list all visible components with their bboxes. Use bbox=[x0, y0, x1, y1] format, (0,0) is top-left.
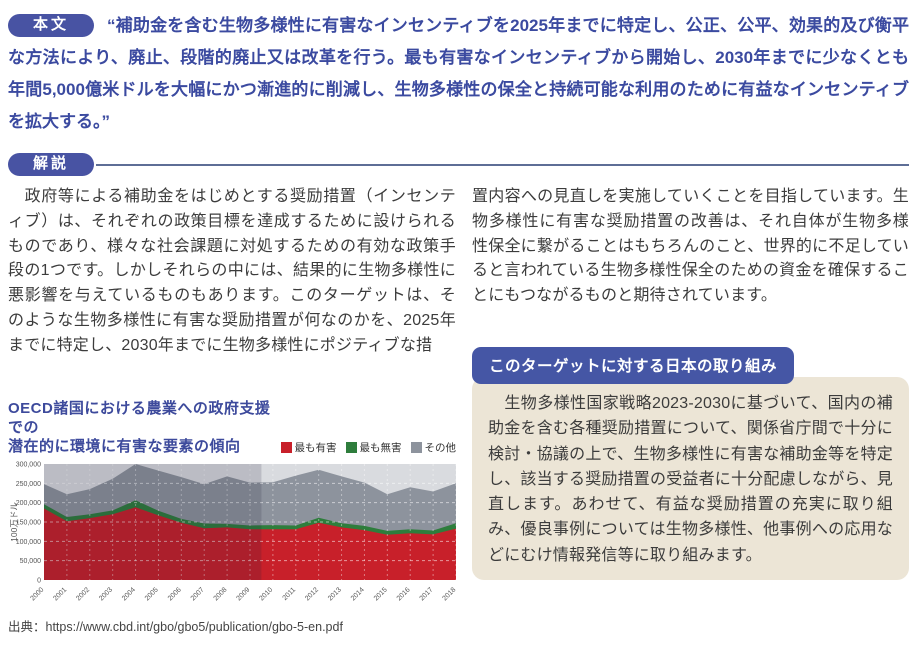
japan-box-body: 生物多様性国家戦略2023-2030に基づいて、国内の補助金を含む各種奨励措置に… bbox=[472, 376, 909, 581]
two-column-layout: 政府等による補助金をはじめとする奨励措置（インセンティブ）は、それぞれの政策目標… bbox=[8, 185, 909, 647]
svg-text:2018: 2018 bbox=[441, 586, 457, 602]
svg-text:2005: 2005 bbox=[144, 586, 160, 602]
chart-title-line1: OECD諸国における農業への政府支援での bbox=[8, 399, 271, 436]
svg-text:2012: 2012 bbox=[304, 586, 320, 602]
legend-swatch-most-harmful-icon bbox=[280, 441, 292, 453]
svg-text:2011: 2011 bbox=[282, 586, 298, 602]
commentary-right-text: 置内容への見直しを実施していくことを目指しています。生物多様性に有害な奨励措置の… bbox=[472, 188, 909, 305]
main-text-section: 本文 “補助金を含む生物多様性に有害なインセンティブを2025年までに特定し、公… bbox=[8, 10, 909, 138]
svg-text:2002: 2002 bbox=[75, 586, 91, 602]
japan-initiative-box: このターゲットに対する日本の取り組み 生物多様性国家戦略2023-2030に基づ… bbox=[472, 346, 909, 581]
svg-text:100,000: 100,000 bbox=[16, 538, 41, 545]
legend-swatch-other-icon bbox=[410, 441, 422, 453]
svg-text:2007: 2007 bbox=[190, 586, 206, 602]
svg-text:2016: 2016 bbox=[396, 586, 412, 602]
svg-text:2009: 2009 bbox=[235, 586, 251, 602]
chart-legend: 最も有害 最も無害 その他 bbox=[272, 440, 457, 456]
legend-label-most-harmful: 最も有害 bbox=[294, 441, 337, 454]
legend-swatch-most-harmless-icon bbox=[345, 441, 357, 453]
chart-plot-area: 0 50,000 100,000 150,000 200,000 250,000 300,0… bbox=[8, 459, 457, 616]
svg-text:0: 0 bbox=[37, 577, 41, 584]
commentary-left-text: 政府等による補助金をはじめとする奨励措置（インセンティブ）は、それぞれの政策目標… bbox=[8, 188, 456, 354]
svg-text:2008: 2008 bbox=[213, 586, 229, 602]
right-column: 置内容への見直しを実施していくことを目指しています。生物多様性に有害な奨励措置の… bbox=[472, 185, 909, 647]
legend-item-most-harmful: 最も有害 bbox=[280, 440, 337, 455]
svg-text:100万ドル: 100万ドル bbox=[9, 501, 19, 541]
header-rule bbox=[96, 163, 909, 166]
svg-text:300,000: 300,000 bbox=[16, 461, 41, 468]
svg-text:150,000: 150,000 bbox=[16, 519, 41, 526]
svg-text:2006: 2006 bbox=[167, 586, 183, 602]
legend-label-other: その他 bbox=[424, 441, 457, 454]
japan-box-title: このターゲットに対する日本の取り組み bbox=[472, 346, 795, 384]
main-text-badge: 本文 bbox=[8, 14, 95, 37]
target-quote-text: “補助金を含む生物多様性に有害なインセンティブを2025年までに特定し、公正、公… bbox=[8, 16, 909, 131]
legend-item-most-harmless: 最も無害 bbox=[345, 440, 402, 455]
legend-label-most-harmless: 最も無害 bbox=[359, 441, 402, 454]
commentary-header: 解説 bbox=[8, 153, 909, 176]
svg-text:50,000: 50,000 bbox=[20, 558, 42, 565]
commentary-badge: 解説 bbox=[8, 153, 95, 176]
svg-text:2001: 2001 bbox=[52, 586, 68, 602]
svg-text:2017: 2017 bbox=[419, 586, 435, 602]
svg-text:2003: 2003 bbox=[98, 586, 114, 602]
chart-title: OECD諸国における農業への政府支援での 潜在的に環境に有害な要素の傾向 bbox=[8, 399, 272, 456]
chart-source: 出典：https://www.cbd.int/gbo/gbo5/publicat… bbox=[8, 619, 343, 634]
svg-text:250,000: 250,000 bbox=[16, 480, 41, 487]
chart-title-line2: 潜在的に環境に有害な要素の傾向 bbox=[8, 437, 241, 455]
svg-text:2013: 2013 bbox=[327, 586, 343, 602]
chart-head: OECD諸国における農業への政府支援での 潜在的に環境に有害な要素の傾向 最も有… bbox=[8, 399, 456, 456]
svg-text:2010: 2010 bbox=[258, 586, 274, 602]
oecd-stacked-area-chart: 0 50,000 100,000 150,000 200,000 250,000 300,0… bbox=[9, 461, 457, 602]
legend-item-other: その他 bbox=[410, 440, 457, 455]
svg-text:2014: 2014 bbox=[350, 586, 366, 602]
chart-block: OECD諸国における農業への政府支援での 潜在的に環境に有害な要素の傾向 最も有… bbox=[8, 399, 457, 635]
svg-text:200,000: 200,000 bbox=[16, 500, 41, 507]
left-column: 政府等による補助金をはじめとする奨励措置（インセンティブ）は、それぞれの政策目標… bbox=[8, 185, 457, 647]
svg-text:2000: 2000 bbox=[29, 586, 45, 602]
svg-text:2015: 2015 bbox=[373, 586, 389, 602]
svg-text:2004: 2004 bbox=[121, 586, 137, 602]
